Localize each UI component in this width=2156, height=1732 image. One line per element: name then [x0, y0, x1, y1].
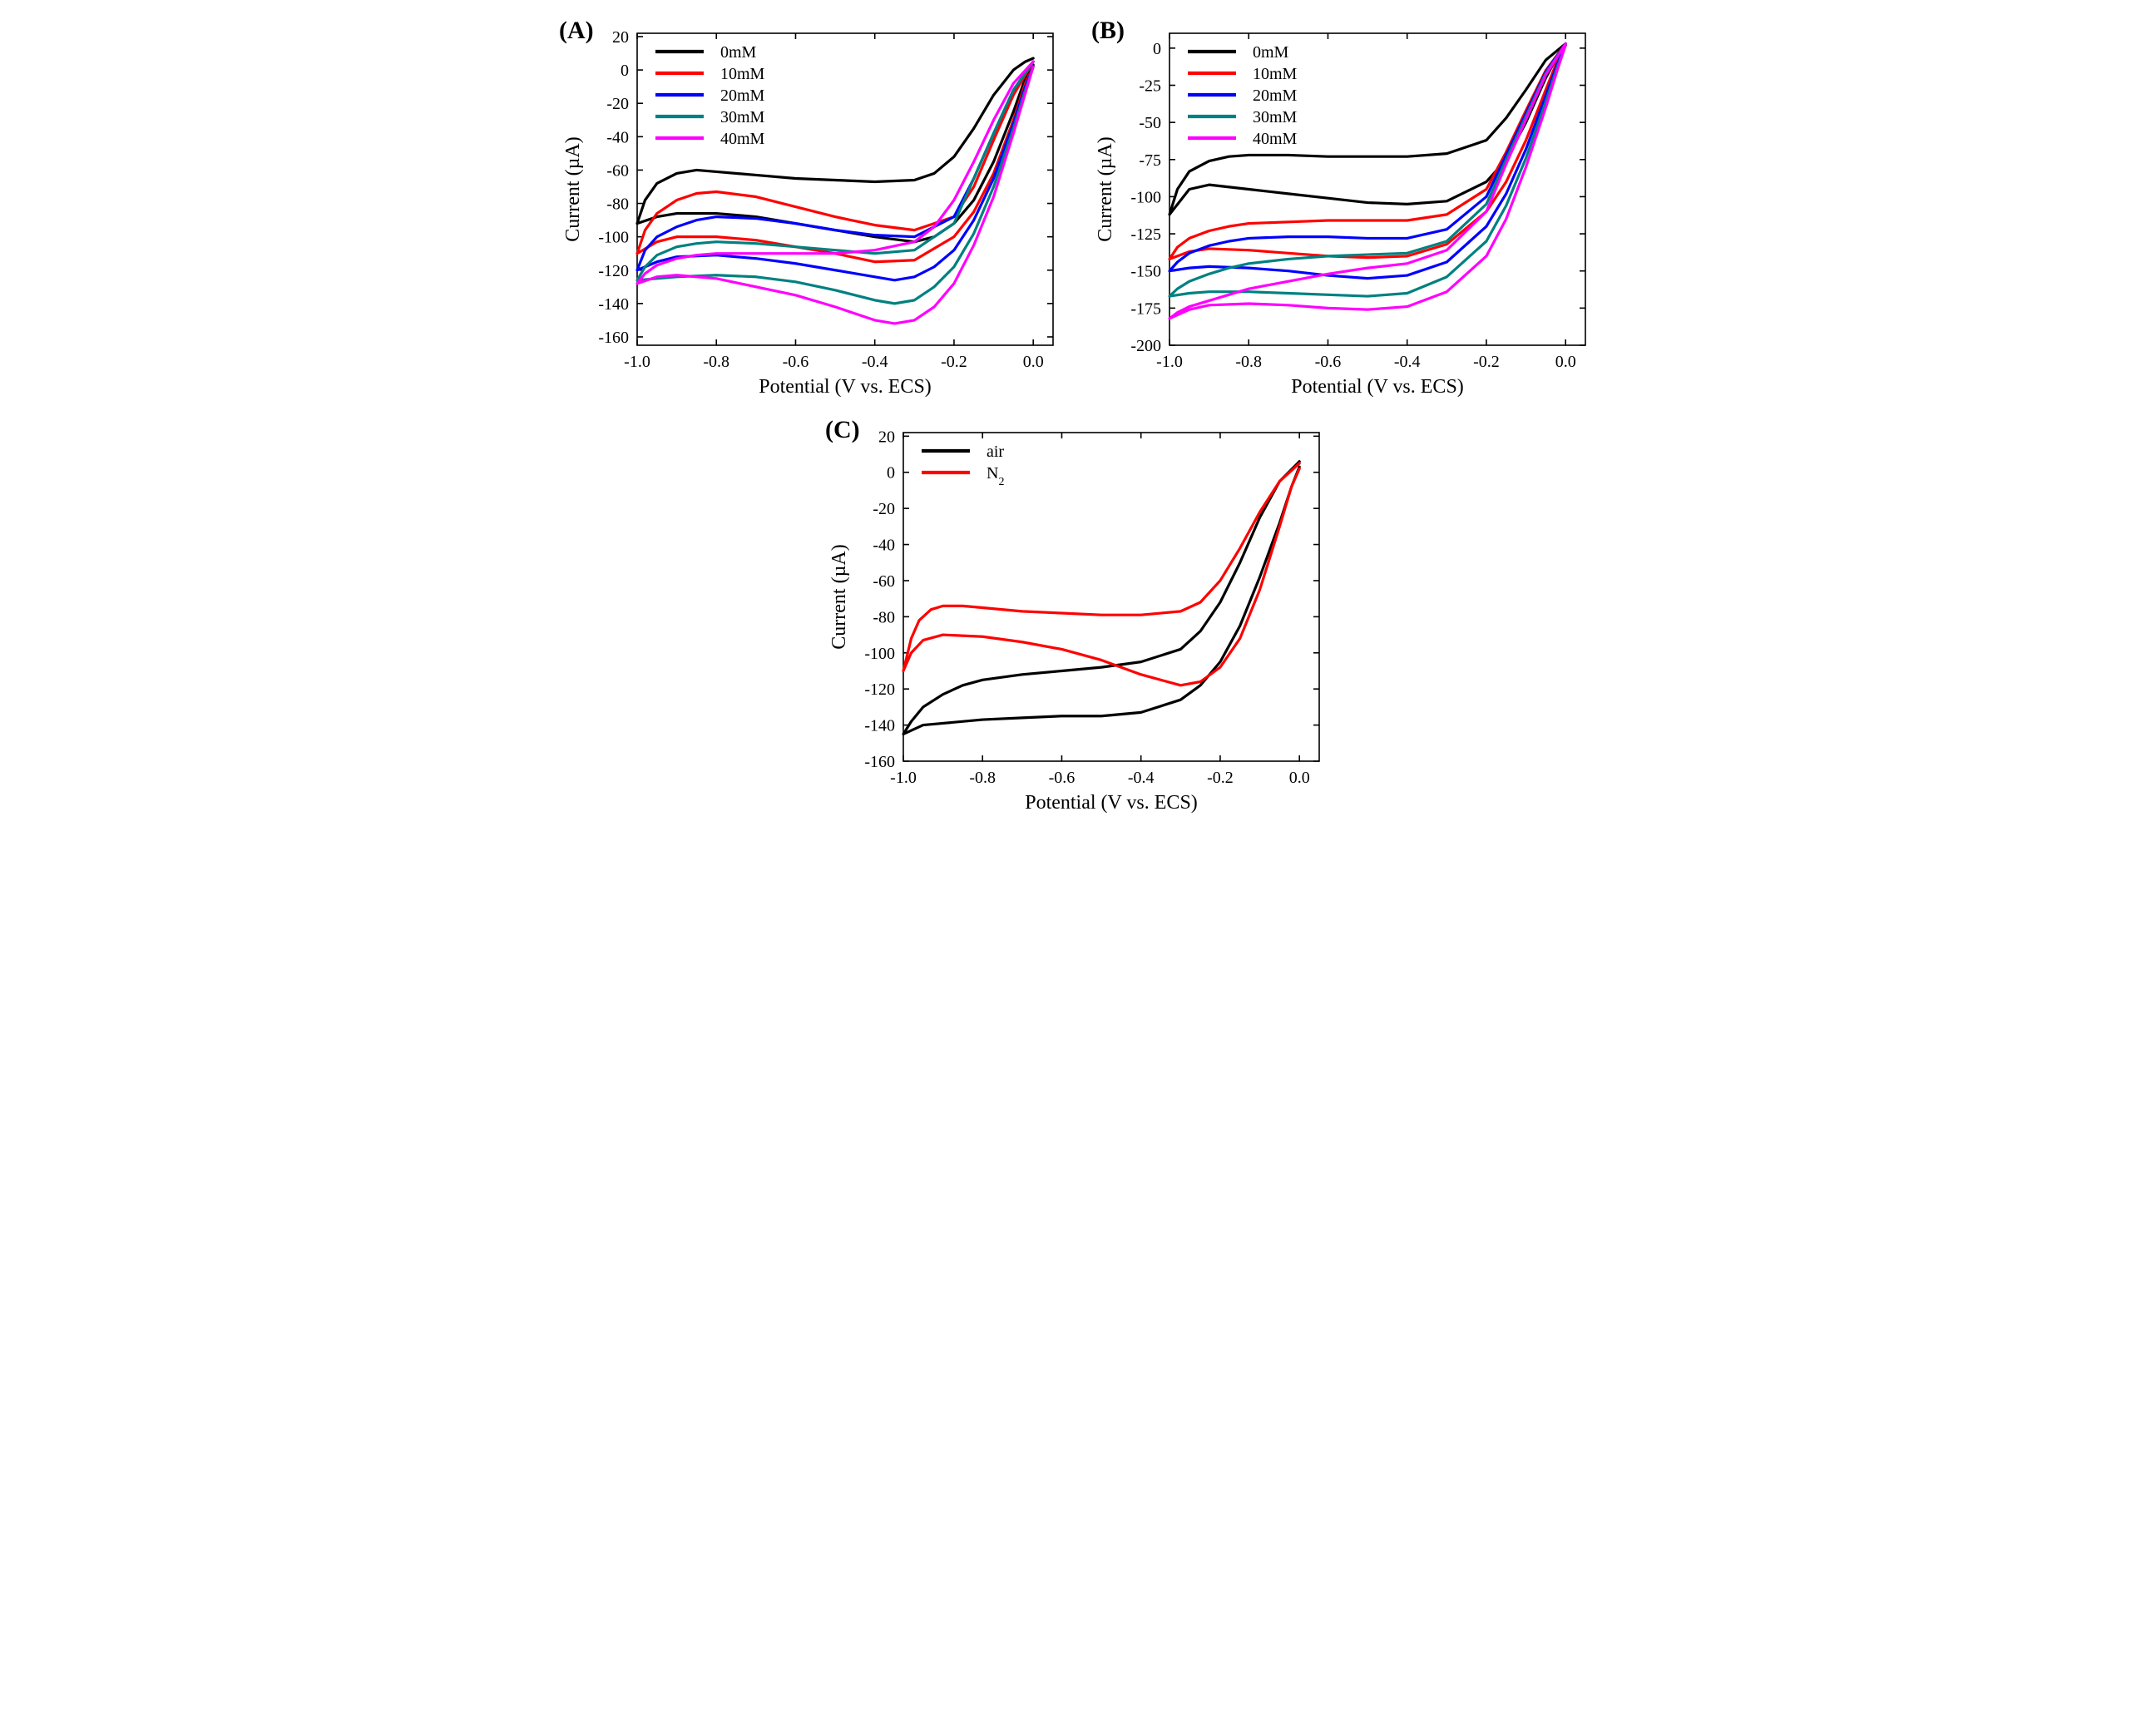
svg-text:-20: -20 [606, 95, 629, 113]
svg-text:30mM: 30mM [720, 108, 765, 126]
bottom-row: -1.0 -0.8 -0.6 -0.4 -0.2 0.0 -160 -140 -120 -100 -… [554, 416, 1602, 824]
svg-text:-125: -125 [1130, 225, 1161, 244]
svg-text:10mM: 10mM [1253, 65, 1298, 83]
svg-text:-0.6: -0.6 [1315, 353, 1342, 371]
svg-text:-0.2: -0.2 [1207, 769, 1234, 787]
svg-text:-0.8: -0.8 [969, 769, 996, 787]
top-row: -1.0-0.8-0.6-0.4-0.20.0-160-140-120-100-… [554, 17, 1602, 408]
svg-text:-0.4: -0.4 [1394, 353, 1421, 371]
svg-text:0.0: 0.0 [1555, 353, 1576, 371]
svg-text:Potential (V vs. ECS): Potential (V vs. ECS) [759, 376, 932, 398]
svg-text:-175: -175 [1130, 299, 1161, 318]
svg-text:20: 20 [612, 28, 629, 47]
svg-text:(B): (B) [1091, 17, 1125, 44]
svg-text:-120: -120 [598, 262, 629, 280]
svg-text:0: 0 [1153, 40, 1161, 58]
svg-text:-100: -100 [1130, 188, 1161, 206]
svg-text:Potential (V vs. ECS): Potential (V vs. ECS) [1025, 792, 1198, 814]
svg-text:40mM: 40mM [720, 130, 765, 148]
svg-text:-75: -75 [1139, 151, 1161, 170]
svg-text:0: 0 [621, 62, 629, 80]
chart-C: -1.0 -0.8 -0.6 -0.4 -0.2 0.0 -160 -140 -120 -100 -… [820, 416, 1336, 824]
svg-text:-0.4: -0.4 [862, 353, 888, 371]
chart-A: -1.0 -0.8 -0.6 -0.4 -0.2 0.0 -160 -140 -120 -100 -… [554, 17, 1070, 408]
svg-text:Potential (V vs. ECS): Potential (V vs. ECS) [1291, 376, 1464, 398]
figure-container: -1.0-0.8-0.6-0.4-0.20.0-160-140-120-100-… [554, 17, 1602, 824]
svg-text:N2: N2 [987, 464, 1004, 488]
svg-text:-40: -40 [873, 537, 895, 555]
svg-text:10mM: 10mM [720, 65, 765, 83]
svg-text:-150: -150 [1130, 263, 1161, 281]
svg-text:-100: -100 [864, 645, 895, 663]
svg-text:-0.8: -0.8 [703, 353, 729, 371]
svg-text:-1.0: -1.0 [624, 353, 650, 371]
svg-text:(C): (C) [825, 416, 860, 443]
svg-text:30mM: 30mM [1253, 108, 1298, 126]
svg-text:-0.4: -0.4 [1128, 769, 1155, 787]
svg-text:20mM: 20mM [1253, 87, 1298, 105]
svg-text:40mM: 40mM [1253, 130, 1298, 148]
svg-text:20: 20 [878, 428, 895, 446]
svg-text:air: air [987, 443, 1004, 461]
svg-text:-120: -120 [864, 680, 895, 699]
svg-text:-1.0: -1.0 [1156, 353, 1183, 371]
svg-text:-100: -100 [598, 229, 629, 247]
svg-text:20mM: 20mM [720, 87, 765, 105]
svg-text:-140: -140 [864, 717, 895, 735]
svg-text:0mM: 0mM [1253, 43, 1289, 62]
panel-B: -1.0 -0.8 -0.6 -0.4 -0.2 0.0 -200 -175 -150 -125 -… [1086, 17, 1602, 408]
svg-text:Current (µA): Current (µA) [562, 136, 584, 241]
svg-text:Current (µA): Current (µA) [1095, 136, 1116, 241]
svg-text:-0.6: -0.6 [783, 353, 809, 371]
svg-text:-200: -200 [1130, 337, 1161, 355]
svg-text:-80: -80 [606, 195, 629, 214]
svg-text:0: 0 [887, 464, 895, 482]
svg-text:0.0: 0.0 [1289, 769, 1310, 787]
svg-text:-60: -60 [606, 161, 629, 180]
svg-text:-0.6: -0.6 [1049, 769, 1076, 787]
svg-text:-160: -160 [864, 753, 895, 771]
chart-B: -1.0 -0.8 -0.6 -0.4 -0.2 0.0 -200 -175 -150 -125 -… [1086, 17, 1602, 408]
svg-text:-80: -80 [873, 608, 895, 626]
svg-text:-20: -20 [873, 500, 895, 518]
svg-text:-0.8: -0.8 [1235, 353, 1262, 371]
svg-text:-25: -25 [1139, 77, 1161, 96]
svg-text:-1.0: -1.0 [890, 769, 917, 787]
svg-text:0.0: 0.0 [1023, 353, 1044, 371]
svg-text:-60: -60 [873, 572, 895, 591]
panel-C: -1.0 -0.8 -0.6 -0.4 -0.2 0.0 -160 -140 -120 -100 -… [820, 416, 1336, 824]
svg-text:-140: -140 [598, 295, 629, 314]
panel-A: -1.0 -0.8 -0.6 -0.4 -0.2 0.0 -160 -140 -120 -100 -… [554, 17, 1070, 408]
svg-text:-160: -160 [598, 329, 629, 347]
svg-text:Current (µA): Current (µA) [828, 544, 850, 649]
svg-text:(A): (A) [559, 17, 594, 44]
svg-text:-50: -50 [1139, 114, 1161, 132]
svg-text:-0.2: -0.2 [941, 353, 967, 371]
svg-text:-0.2: -0.2 [1473, 353, 1500, 371]
svg-text:0mM: 0mM [720, 43, 757, 62]
svg-text:-40: -40 [606, 128, 629, 146]
